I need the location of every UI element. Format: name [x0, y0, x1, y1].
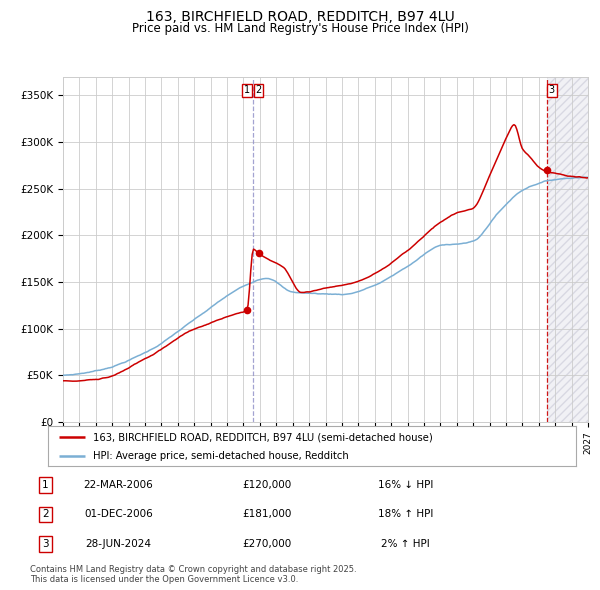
Text: 1: 1 — [244, 86, 250, 96]
Text: 2: 2 — [256, 86, 262, 96]
Text: 2% ↑ HPI: 2% ↑ HPI — [381, 539, 430, 549]
Text: 163, BIRCHFIELD ROAD, REDDITCH, B97 4LU: 163, BIRCHFIELD ROAD, REDDITCH, B97 4LU — [146, 10, 454, 24]
Bar — [547, 77, 588, 422]
Text: £120,000: £120,000 — [243, 480, 292, 490]
Text: 3: 3 — [548, 86, 555, 96]
Text: 01-DEC-2006: 01-DEC-2006 — [84, 510, 152, 519]
Text: £270,000: £270,000 — [243, 539, 292, 549]
Text: 28-JUN-2024: 28-JUN-2024 — [85, 539, 151, 549]
Text: 163, BIRCHFIELD ROAD, REDDITCH, B97 4LU (semi-detached house): 163, BIRCHFIELD ROAD, REDDITCH, B97 4LU … — [93, 432, 433, 442]
Text: £181,000: £181,000 — [242, 510, 292, 519]
Bar — [547, 77, 588, 422]
Text: 1: 1 — [42, 480, 49, 490]
Text: 22-MAR-2006: 22-MAR-2006 — [83, 480, 153, 490]
Text: 2: 2 — [42, 510, 49, 519]
Text: HPI: Average price, semi-detached house, Redditch: HPI: Average price, semi-detached house,… — [93, 451, 349, 461]
Text: Contains HM Land Registry data © Crown copyright and database right 2025.
This d: Contains HM Land Registry data © Crown c… — [30, 565, 356, 584]
Text: Price paid vs. HM Land Registry's House Price Index (HPI): Price paid vs. HM Land Registry's House … — [131, 22, 469, 35]
Text: 3: 3 — [42, 539, 49, 549]
Text: 18% ↑ HPI: 18% ↑ HPI — [377, 510, 433, 519]
Text: 16% ↓ HPI: 16% ↓ HPI — [377, 480, 433, 490]
